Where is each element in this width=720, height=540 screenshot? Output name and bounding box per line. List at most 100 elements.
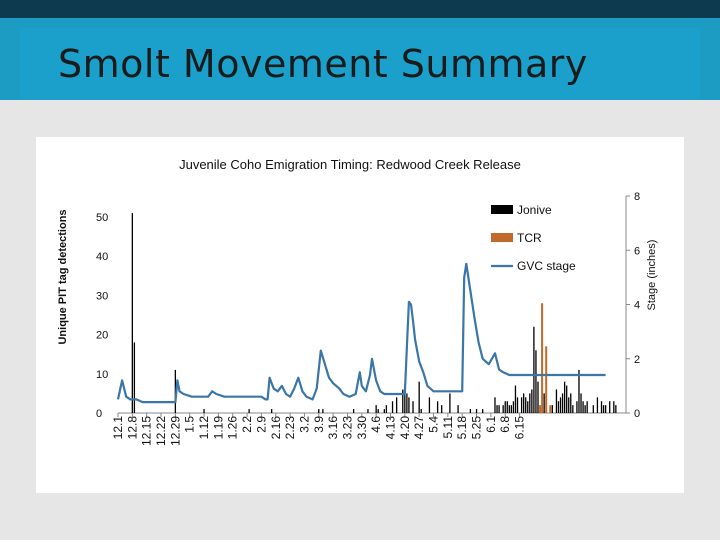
jonive-bar <box>436 401 439 413</box>
jonive-bar <box>449 393 451 413</box>
jonive-bar <box>582 401 584 413</box>
jonive-bar <box>412 401 414 413</box>
jonive-bar <box>510 405 513 413</box>
jonive-bar <box>408 397 410 413</box>
jonive-bar <box>318 409 320 413</box>
top-bar <box>0 0 720 18</box>
y2-tick-label: 0 <box>634 408 640 420</box>
jonive-bar <box>402 389 404 413</box>
x-tick-label: 12.29 <box>168 416 182 446</box>
jonive-bar <box>529 393 531 413</box>
jonive-bar <box>584 405 586 413</box>
x-tick-label: 4.20 <box>398 416 412 440</box>
y2-axis-label: Stage (inches) <box>646 240 658 311</box>
jonive-bar <box>531 389 533 413</box>
title-bar-inner: Smolt Movement Summary <box>20 28 700 100</box>
x-tick-label: 5.4 <box>427 416 441 433</box>
jonive-bar <box>494 397 496 413</box>
jonive-bar <box>613 401 615 413</box>
jonive-bar <box>469 409 472 413</box>
jonive-bar <box>352 409 355 413</box>
jonive-bar <box>512 401 515 413</box>
jonive-bar <box>375 405 377 413</box>
y2-tick-label: 2 <box>634 354 640 366</box>
jonive-bar <box>418 381 420 413</box>
x-tick-label: 3.23 <box>340 416 354 440</box>
legend-label: Jonive <box>517 203 552 217</box>
x-tick-label: 6.8 <box>498 416 512 433</box>
chart-panel: Juvenile Coho Emigration Timing: Redwood… <box>36 137 684 493</box>
jonive-bar <box>482 409 484 413</box>
jonive-bar <box>248 409 250 413</box>
legend: Jonive TCR GVC stage <box>491 203 576 273</box>
x-tick-label: 2.16 <box>269 416 283 440</box>
y-tick-label: 10 <box>96 369 108 381</box>
jonive-bar <box>441 405 443 413</box>
jonive-bar <box>377 409 379 413</box>
x-tick-label: 3.2 <box>297 416 311 433</box>
jonive-bar <box>596 397 599 413</box>
x-tick-label: 12.22 <box>154 416 168 446</box>
jonive-bar <box>322 409 324 413</box>
jonive-bar <box>557 401 560 413</box>
jonive-bar <box>566 385 568 413</box>
jonive-bar <box>514 385 517 413</box>
jonive-bar <box>523 393 525 413</box>
y-tick-label: 30 <box>96 290 108 302</box>
y2-tick-label: 4 <box>634 300 640 312</box>
jonive-bar <box>420 409 422 413</box>
jonive-bar <box>561 393 564 413</box>
x-tick-label: 4.27 <box>412 416 426 440</box>
jonive-bar <box>395 397 398 413</box>
jonive-bar <box>516 397 519 413</box>
x-tick-label: 1.12 <box>197 416 211 440</box>
jonive-bar <box>502 405 504 413</box>
x-tick-label: 6.1 <box>484 416 498 433</box>
x-tick-label: 4.6 <box>369 416 383 433</box>
tcr-bar <box>549 405 552 413</box>
jonive-bar <box>383 409 385 413</box>
x-tick-label: 1.19 <box>211 416 225 440</box>
x-tick-label: 1.5 <box>183 416 197 433</box>
legend-label: GVC stage <box>517 259 576 273</box>
jonive-bar <box>609 401 611 413</box>
y-tick-label: 40 <box>96 251 108 263</box>
tcr-bar <box>539 405 542 413</box>
jonive-bar <box>602 405 605 413</box>
jonive-bar <box>496 405 498 413</box>
jonive-bar <box>592 405 594 413</box>
jonive-bar <box>527 401 529 413</box>
x-tick-label: 6.15 <box>513 416 527 440</box>
jonive-bar <box>543 393 545 413</box>
jonive-bar <box>475 409 478 413</box>
jonive-bar <box>406 393 408 413</box>
jonive-bar <box>271 409 273 413</box>
jonive-bar <box>559 397 562 413</box>
legend-swatch <box>491 233 513 242</box>
gvc-stage-line <box>116 262 606 404</box>
jonive-bar <box>508 405 510 413</box>
x-tick-label: 12.1 <box>111 416 125 440</box>
y-tick-label: 20 <box>96 330 108 342</box>
y-axis-label: Unique PIT tag detections <box>57 209 69 344</box>
x-tick-label: 5.11 <box>441 416 455 439</box>
jonive-bar <box>391 401 394 413</box>
chart: Juvenile Coho Emigration Timing: Redwood… <box>57 157 658 446</box>
jonive-bar <box>576 401 578 413</box>
y-tick-label: 0 <box>96 408 102 420</box>
x-tick-label: 2.23 <box>283 416 297 440</box>
tcr-bar <box>545 346 548 413</box>
jonive-bar <box>537 381 539 413</box>
jonive-bar <box>520 397 523 413</box>
x-tick-label: 3.9 <box>312 416 326 433</box>
legend-swatch <box>491 205 513 214</box>
jonive-bar <box>504 401 506 413</box>
x-tick-label: 2.9 <box>254 416 268 433</box>
title-bar: Smolt Movement Summary <box>0 18 720 100</box>
y-tick-label: 50 <box>96 212 108 224</box>
jonive-bar <box>131 213 133 413</box>
jonive-bar <box>498 405 500 413</box>
jonive-bar <box>600 401 603 413</box>
jonive-bar <box>551 405 553 413</box>
